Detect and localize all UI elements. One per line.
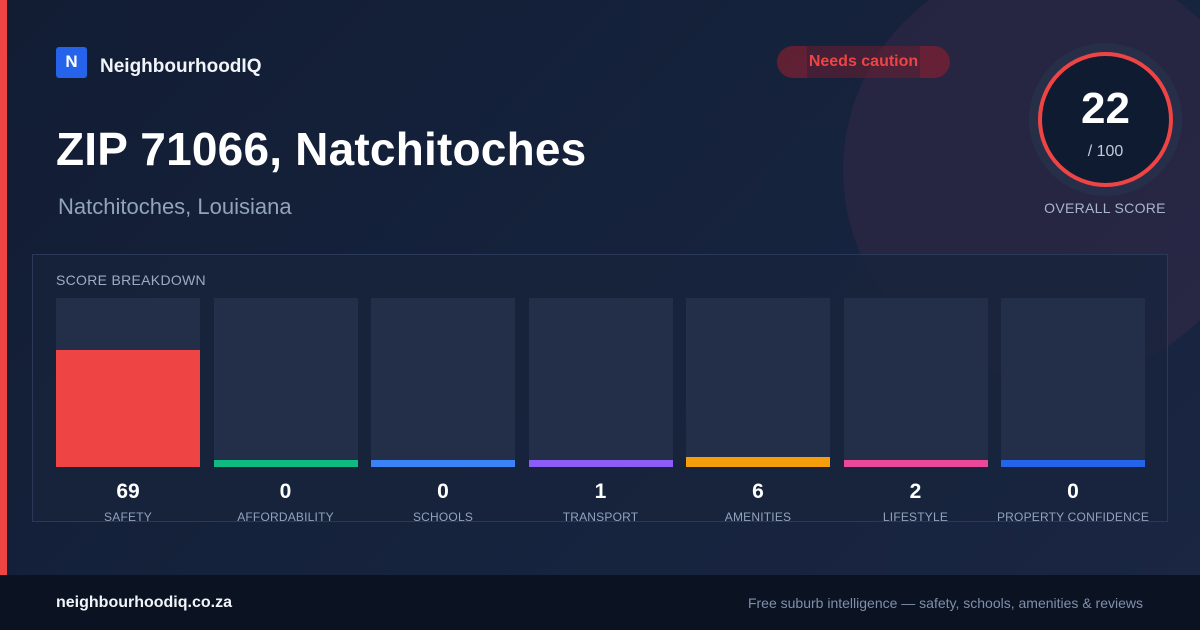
overall-score-ring: 22 / 100 — [1038, 52, 1173, 187]
score-bar-affordability: 0 AFFORDABILITY — [213, 298, 358, 524]
status-badge-label: Needs caution — [808, 53, 919, 70]
score-bar-label: AFFORDABILITY — [237, 510, 334, 524]
overall-score-label: OVERALL SCORE — [1044, 200, 1166, 216]
score-bar-value: 1 — [594, 480, 607, 503]
score-bar-track — [686, 298, 830, 467]
score-bar-label: LIFESTYLE — [882, 510, 949, 524]
overall-score-max: / 100 — [1087, 143, 1124, 160]
score-bar-label: AMENITIES — [724, 510, 792, 524]
score-bar-fill — [213, 460, 358, 467]
score-bar-label: PROPERTY CONFIDENCE — [996, 510, 1150, 524]
score-bar-label: SAFETY — [104, 510, 152, 524]
score-bar-value: 0 — [1067, 480, 1079, 503]
score-bar-value: 0 — [437, 480, 449, 503]
score-bar-safety: 69 SAFETY — [56, 298, 200, 524]
accent-bar — [0, 0, 7, 575]
score-bar-track — [213, 298, 358, 467]
page-title: ZIP 71066, Natchitoches — [56, 123, 587, 175]
footer-site-link[interactable]: neighbourhoodiq.co.za — [56, 594, 232, 611]
brand-name: NeighbourhoodIQ — [100, 56, 262, 77]
score-bar-label: TRANSPORT — [562, 510, 639, 524]
score-bar-value: 69 — [116, 480, 140, 503]
score-bar-property-confidence: 0 PROPERTY CONFIDENCE — [997, 298, 1149, 524]
score-bar-track — [843, 298, 988, 467]
score-bar-track — [371, 298, 515, 467]
overall-score-value: 22 — [1081, 84, 1130, 133]
score-breakdown-title: SCORE BREAKDOWN — [56, 272, 206, 288]
score-bar-fill — [371, 460, 515, 467]
score-bar-track — [1001, 298, 1145, 467]
overall-score-gauge: 22 / 100 — [1029, 43, 1182, 196]
score-bar-fill — [843, 460, 988, 467]
footer-tagline: Free suburb intelligence — safety, schoo… — [747, 595, 1143, 611]
score-bar-label: SCHOOLS — [412, 510, 474, 524]
score-bar-value: 0 — [279, 480, 292, 503]
score-bar-value: 6 — [752, 480, 764, 503]
score-bar-schools: 0 SCHOOLS — [371, 298, 515, 524]
location-subtitle: Natchitoches, Louisiana — [58, 194, 292, 219]
score-bar-lifestyle: 2 LIFESTYLE — [843, 298, 988, 524]
score-breakdown-panel: SCORE BREAKDOWN 69 SAFETY 0 AFFORDABILITY 0 S… — [32, 254, 1168, 524]
footer: neighbourhoodiq.co.za Free suburb intell… — [0, 575, 1200, 630]
score-bar-fill — [56, 350, 200, 467]
status-badge: Needs caution — [777, 46, 950, 78]
score-bar-amenities: 6 AMENITIES — [686, 298, 830, 524]
score-bar-fill — [686, 457, 830, 467]
score-bar-fill — [528, 460, 673, 467]
score-bar-track — [528, 298, 673, 467]
brand-logo-icon: N — [56, 46, 87, 78]
score-bar-track — [56, 298, 200, 467]
brand: N NeighbourhoodIQ — [56, 46, 261, 78]
score-bar-fill — [1001, 460, 1145, 467]
score-bar-transport: 1 TRANSPORT — [528, 298, 673, 524]
score-bar-value: 2 — [909, 480, 922, 503]
